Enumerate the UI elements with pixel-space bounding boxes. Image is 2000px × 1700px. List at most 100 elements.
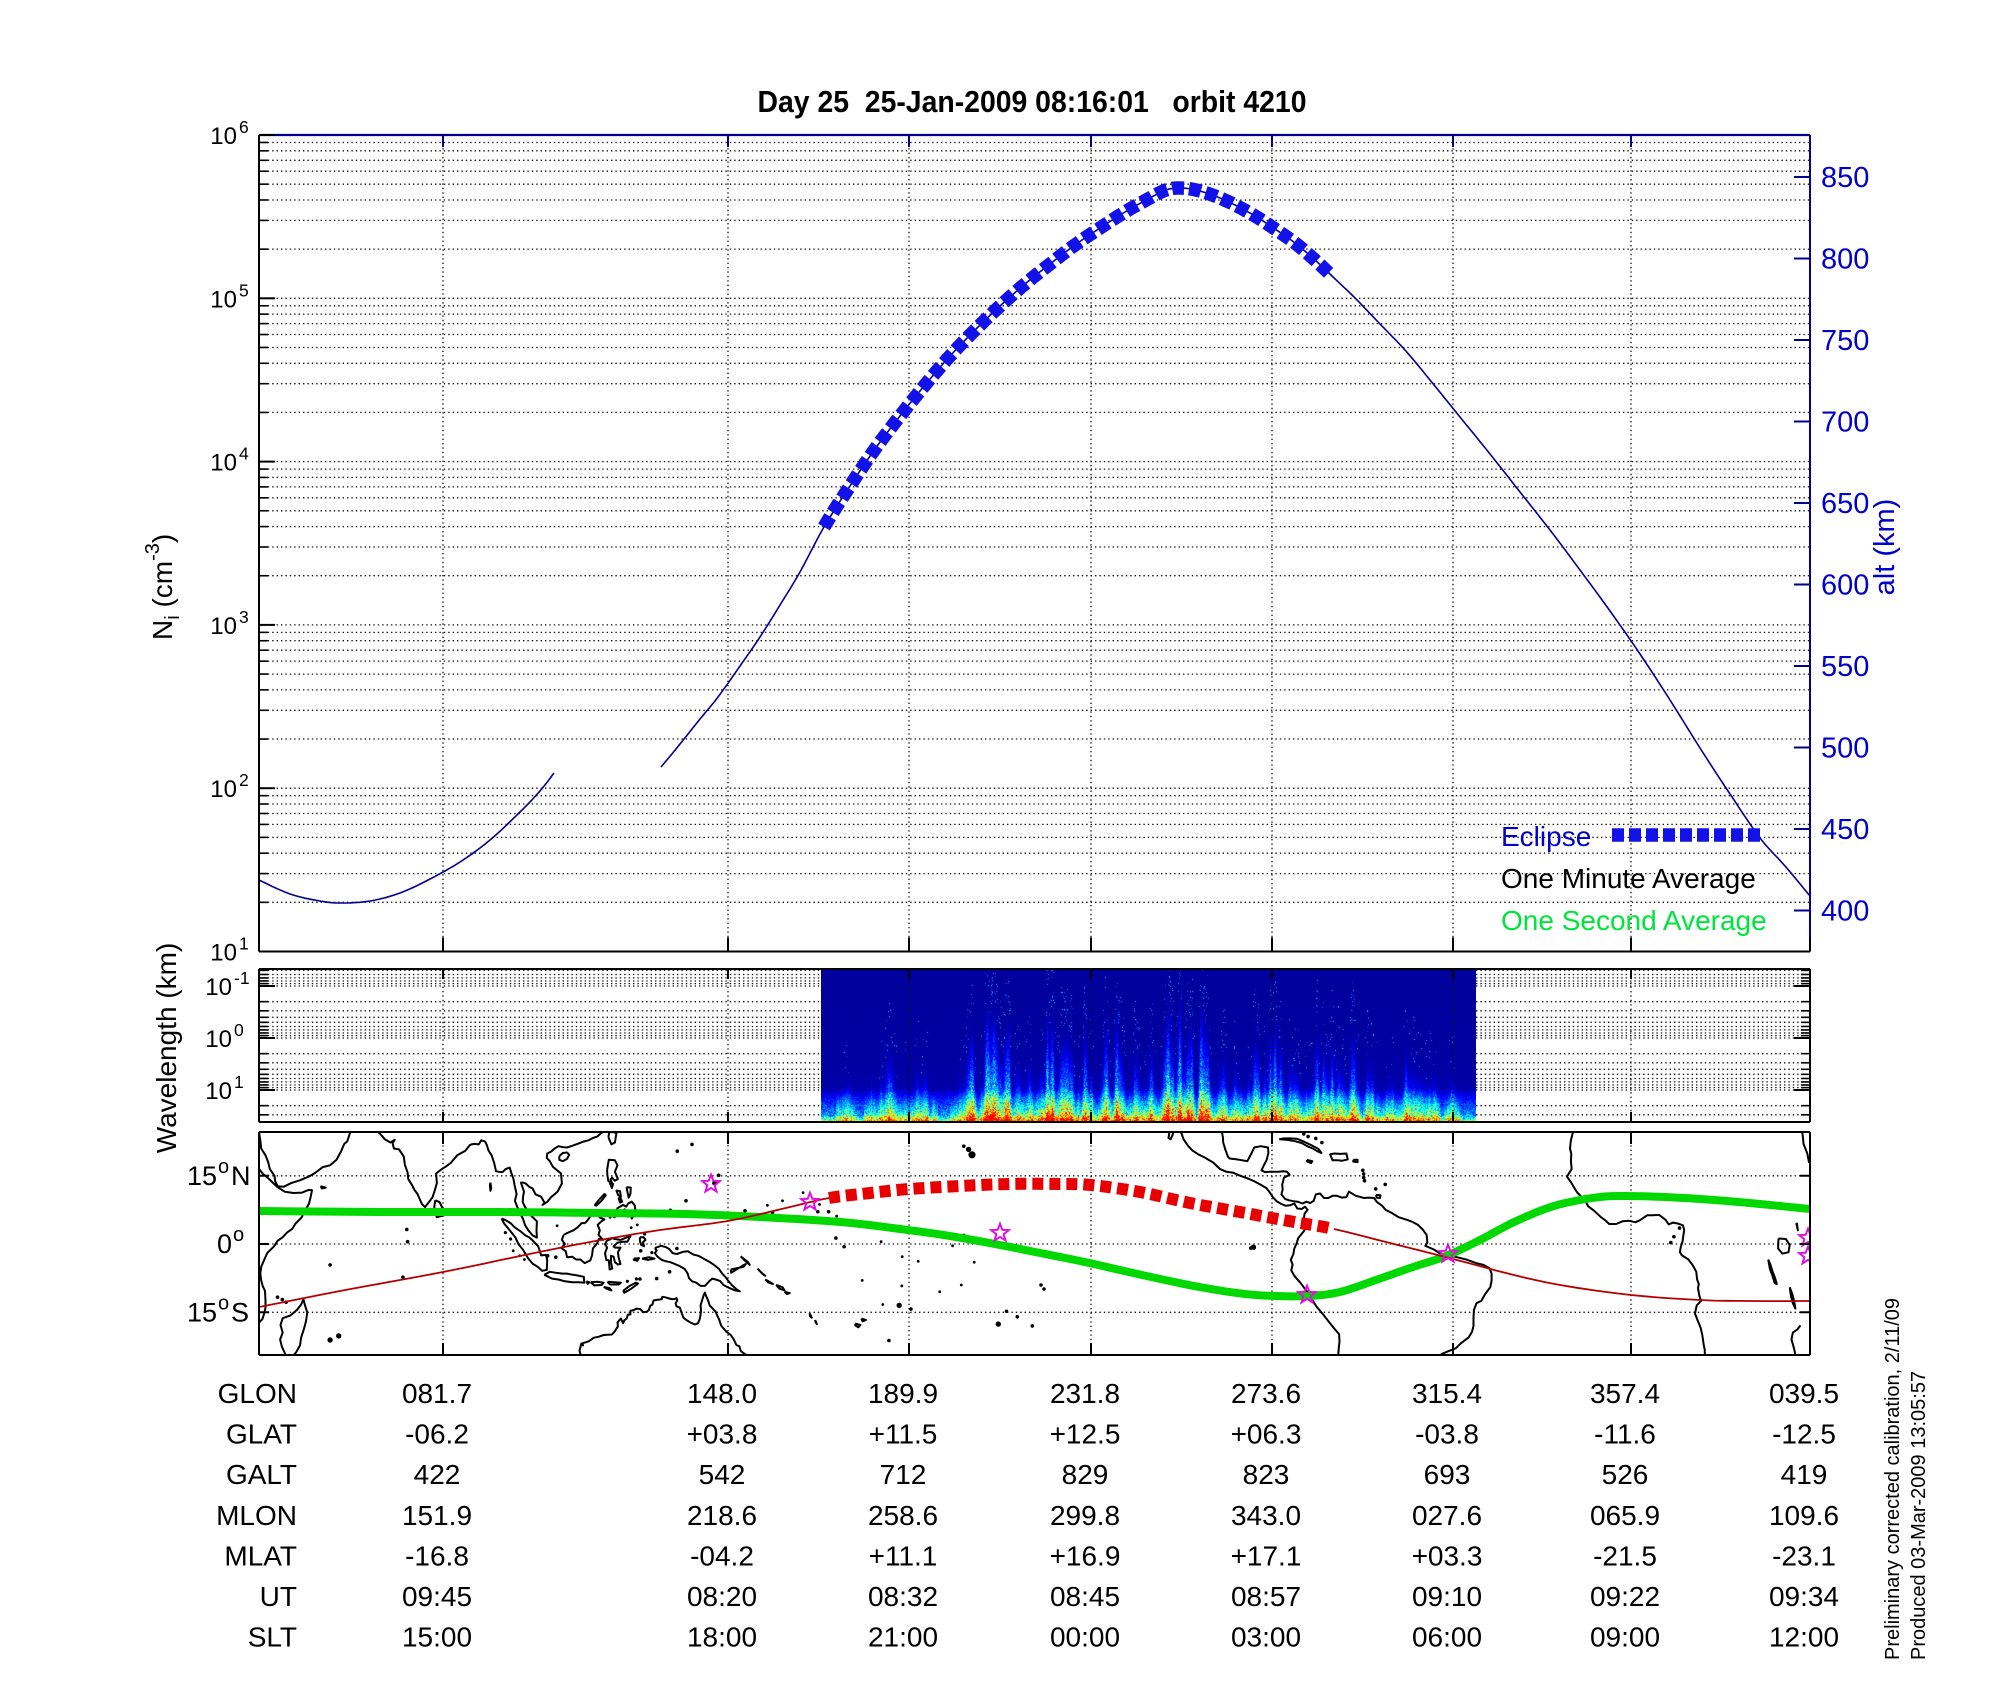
svg-text:15:00: 15:00 [402, 1622, 472, 1653]
svg-text:09:10: 09:10 [1412, 1581, 1482, 1612]
svg-text:750: 750 [1821, 325, 1869, 357]
svg-text:08:32: 08:32 [868, 1581, 938, 1612]
svg-text:10: 10 [210, 776, 237, 803]
svg-text:+11.1: +11.1 [869, 1540, 938, 1571]
svg-text:Wavelength (km): Wavelength (km) [151, 943, 182, 1154]
svg-text:N: N [231, 1161, 251, 1191]
svg-text:08:57: 08:57 [1231, 1581, 1301, 1612]
svg-text:3: 3 [239, 607, 249, 627]
svg-text:Eclipse: Eclipse [1501, 821, 1591, 852]
svg-text:1: 1 [234, 1072, 244, 1092]
svg-text:10: 10 [210, 940, 237, 967]
svg-text:S: S [231, 1297, 249, 1327]
svg-text:0: 0 [217, 1229, 232, 1259]
svg-text:08:20: 08:20 [687, 1581, 757, 1612]
svg-text:231.8: 231.8 [1050, 1378, 1120, 1409]
svg-text:One Second Average: One Second Average [1501, 905, 1767, 936]
svg-text:10: 10 [205, 1078, 232, 1105]
svg-text:00:00: 00:00 [1050, 1622, 1120, 1653]
svg-text:18:00: 18:00 [687, 1622, 757, 1653]
svg-text:273.6: 273.6 [1231, 1378, 1301, 1409]
svg-text:712: 712 [880, 1459, 927, 1490]
svg-text:027.6: 027.6 [1412, 1500, 1482, 1531]
svg-text:-06.2: -06.2 [405, 1419, 469, 1450]
svg-text:081.7: 081.7 [402, 1378, 472, 1409]
svg-text:15: 15 [187, 1297, 217, 1327]
svg-text:09:34: 09:34 [1769, 1581, 1839, 1612]
svg-text:2: 2 [239, 770, 249, 790]
svg-text:+03.3: +03.3 [1412, 1540, 1483, 1571]
svg-text:09:22: 09:22 [1590, 1581, 1660, 1612]
svg-text:800: 800 [1821, 244, 1869, 276]
svg-text:Preliminary corrected calibrat: Preliminary corrected calibration, 2/11/… [1882, 1298, 1904, 1660]
svg-text:+16.9: +16.9 [1050, 1540, 1121, 1571]
svg-text:823: 823 [1243, 1459, 1290, 1490]
svg-text:550: 550 [1821, 651, 1869, 683]
svg-text:Produced 03-Mar-2009 13:05:57: Produced 03-Mar-2009 13:05:57 [1908, 1371, 1930, 1660]
svg-text:-12.5: -12.5 [1772, 1419, 1836, 1450]
svg-text:+11.5: +11.5 [869, 1419, 938, 1450]
svg-text:10: 10 [205, 974, 232, 1001]
svg-text:-04.2: -04.2 [690, 1540, 754, 1571]
svg-text:0: 0 [234, 1020, 244, 1040]
svg-text:Day 25 25-Jan-2009 08:16:01: Day 25 25-Jan-2009 08:16:01 orbit 4210 [758, 84, 1307, 119]
svg-text:o: o [218, 1292, 229, 1314]
svg-text:09:45: 09:45 [402, 1581, 472, 1612]
svg-text:+12.5: +12.5 [1050, 1419, 1121, 1450]
svg-text:+03.8: +03.8 [687, 1419, 758, 1450]
svg-text:10: 10 [210, 286, 237, 313]
svg-text:Ni (cm-3): Ni (cm-3) [142, 534, 184, 640]
svg-text:GLON: GLON [218, 1378, 297, 1409]
svg-text:21:00: 21:00 [868, 1622, 938, 1653]
svg-text:GLAT: GLAT [226, 1419, 297, 1450]
svg-text:MLAT: MLAT [224, 1540, 297, 1571]
svg-text:500: 500 [1821, 733, 1869, 765]
svg-text:1: 1 [239, 933, 249, 953]
svg-text:alt (km): alt (km) [1869, 499, 1901, 596]
svg-text:419: 419 [1781, 1459, 1828, 1490]
svg-text:357.4: 357.4 [1590, 1378, 1660, 1409]
svg-text:189.9: 189.9 [868, 1378, 938, 1409]
svg-text:065.9: 065.9 [1590, 1500, 1660, 1531]
svg-text:693: 693 [1424, 1459, 1471, 1490]
svg-text:GALT: GALT [226, 1459, 297, 1490]
svg-text:15: 15 [187, 1161, 217, 1191]
svg-text:400: 400 [1821, 896, 1869, 928]
svg-text:SLT: SLT [248, 1622, 297, 1653]
svg-text:450: 450 [1821, 814, 1869, 846]
svg-text:MLON: MLON [216, 1500, 297, 1531]
svg-text:10: 10 [210, 450, 237, 477]
svg-text:+06.3: +06.3 [1231, 1419, 1302, 1450]
svg-text:526: 526 [1602, 1459, 1649, 1490]
svg-text:-11.6: -11.6 [1594, 1419, 1656, 1450]
svg-text:12:00: 12:00 [1769, 1622, 1839, 1653]
svg-text:08:45: 08:45 [1050, 1581, 1120, 1612]
svg-text:650: 650 [1821, 488, 1869, 520]
svg-text:258.6: 258.6 [868, 1500, 938, 1531]
svg-text:315.4: 315.4 [1412, 1378, 1482, 1409]
svg-text:6: 6 [239, 117, 249, 137]
svg-text:10: 10 [210, 613, 237, 640]
svg-text:UT: UT [260, 1581, 297, 1612]
svg-text:-23.1: -23.1 [1772, 1540, 1836, 1571]
svg-text:109.6: 109.6 [1769, 1500, 1839, 1531]
svg-text:039.5: 039.5 [1769, 1378, 1839, 1409]
svg-text:06:00: 06:00 [1412, 1622, 1482, 1653]
svg-text:One Minute Average: One Minute Average [1501, 863, 1756, 894]
svg-text:09:00: 09:00 [1590, 1622, 1660, 1653]
svg-text:600: 600 [1821, 570, 1869, 602]
svg-text:542: 542 [699, 1459, 746, 1490]
svg-text:700: 700 [1821, 407, 1869, 439]
svg-text:4: 4 [239, 444, 249, 464]
svg-text:343.0: 343.0 [1231, 1500, 1301, 1531]
svg-text:10: 10 [210, 123, 237, 150]
svg-text:-03.8: -03.8 [1415, 1419, 1479, 1450]
svg-text:218.6: 218.6 [687, 1500, 757, 1531]
svg-text:-1: -1 [234, 968, 250, 988]
svg-text:-21.5: -21.5 [1593, 1540, 1657, 1571]
svg-text:829: 829 [1062, 1459, 1109, 1490]
svg-text:03:00: 03:00 [1231, 1622, 1301, 1653]
svg-text:850: 850 [1821, 162, 1869, 194]
svg-text:-16.8: -16.8 [405, 1540, 469, 1571]
svg-text:299.8: 299.8 [1050, 1500, 1120, 1531]
